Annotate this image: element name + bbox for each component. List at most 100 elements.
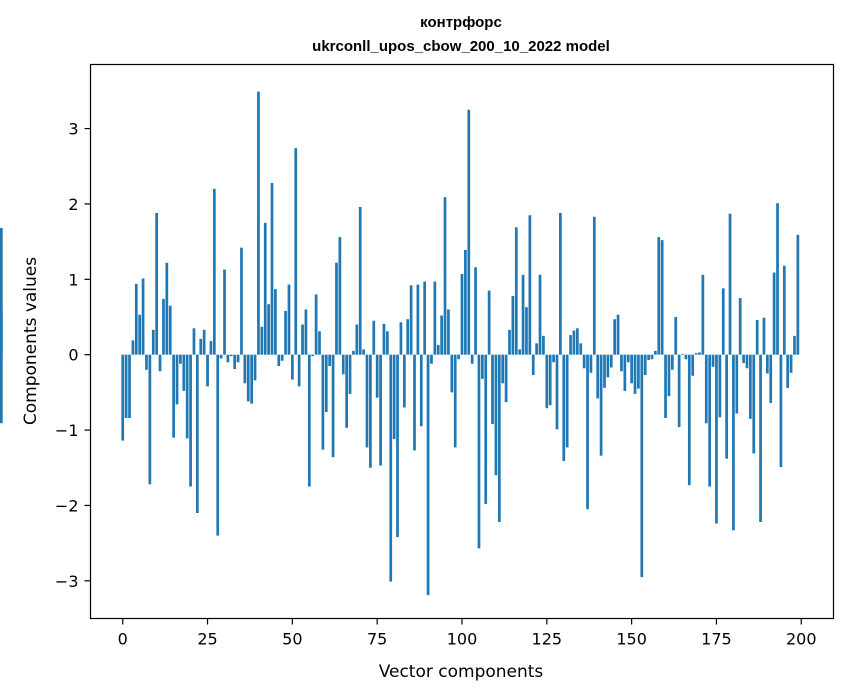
bar-58 (318, 331, 321, 355)
bar-14 (168, 305, 172, 355)
bar-82 (399, 322, 403, 355)
bar-60 (324, 354, 328, 412)
x-tick-label: 100 (447, 630, 478, 649)
bar-19 (185, 354, 189, 439)
bar-192 (772, 272, 776, 355)
bar-2 (128, 354, 131, 418)
bar-154 (643, 354, 647, 376)
bar-137 (586, 354, 589, 510)
bar-81 (396, 354, 399, 538)
bar-64 (338, 237, 342, 355)
bar-68 (352, 350, 355, 355)
bar-22 (196, 354, 199, 513)
bar-199 (796, 234, 800, 355)
bar-15 (172, 354, 175, 438)
bar-27 (212, 188, 216, 355)
bar-131 (565, 354, 569, 448)
x-tick-label: 25 (197, 630, 217, 649)
y-axis-ticks: −3 −2 −1 0 1 2 3 (55, 120, 91, 591)
y-axis-label: Components values (21, 257, 41, 425)
bar-144 (609, 354, 613, 368)
bar-69 (355, 324, 359, 355)
bar-38 (250, 354, 254, 404)
bar-121 (531, 354, 535, 376)
bar-146 (616, 314, 620, 355)
bar-20 (189, 354, 192, 487)
bar-107 (484, 354, 488, 504)
bar-51 (294, 148, 298, 355)
bar-35 (240, 247, 243, 355)
bar-166 (684, 354, 688, 360)
bar-21 (192, 328, 196, 355)
bar-23 (199, 338, 203, 355)
bar-109 (491, 354, 494, 425)
bar-1 (124, 354, 128, 418)
y-tick-label: −1 (55, 421, 79, 440)
bar-33 (233, 354, 237, 370)
bar-108 (487, 290, 491, 355)
bar-141 (599, 354, 603, 456)
bar-25 (206, 354, 209, 387)
bar-185 (749, 354, 752, 419)
bar-47 (280, 354, 284, 361)
bar-103 (470, 354, 474, 364)
bar-3 (131, 340, 135, 355)
bar-156 (650, 354, 654, 360)
bar-37 (246, 354, 250, 402)
bar-50 (291, 354, 294, 380)
bar-45 (274, 289, 277, 355)
bar-11 (158, 354, 162, 372)
bar-series (0, 91, 800, 596)
bar-123 (538, 274, 542, 355)
bar-73 (369, 354, 372, 468)
y-tick-label: 2 (68, 195, 78, 214)
bar-162 (670, 354, 674, 370)
bar-18 (182, 354, 186, 391)
bar-75 (375, 354, 379, 398)
bar-187 (755, 320, 759, 355)
bar-134 (575, 328, 579, 355)
bar-89 (423, 281, 427, 355)
bar-6 (141, 278, 145, 355)
bar-174 (711, 354, 715, 367)
bar-102 (467, 109, 471, 355)
bar-159 (660, 240, 664, 355)
bar-147 (620, 354, 623, 372)
bar-78 (386, 331, 389, 355)
bar-99 (457, 354, 460, 360)
bar-175 (715, 354, 718, 524)
bar-13 (165, 262, 169, 355)
bar-100 (460, 274, 464, 355)
bar-31 (226, 354, 230, 363)
bar-7 (145, 354, 148, 370)
bar-135 (579, 343, 583, 355)
bar-127 (552, 354, 555, 363)
bar-170 (698, 352, 701, 355)
bar-106 (481, 354, 484, 379)
bar-74 (372, 320, 376, 355)
bar-172 (704, 354, 708, 424)
bar-57 (314, 294, 318, 355)
bar-126 (548, 354, 552, 406)
bar-26 (209, 341, 213, 355)
bar-115 (511, 295, 515, 355)
bar-42 (263, 222, 267, 355)
bar-195 (782, 265, 786, 355)
bar-189 (762, 317, 766, 355)
plot-area-frame (89, 63, 835, 620)
bar-12 (162, 298, 165, 355)
bar-10 (155, 212, 159, 355)
bar-8 (148, 354, 152, 485)
bar-186 (752, 354, 756, 454)
bar-71 (362, 349, 365, 355)
bar-130 (562, 354, 566, 461)
bar-139 (592, 216, 596, 355)
bar-101 (464, 249, 467, 355)
bar-16 (175, 354, 179, 405)
bar-84 (406, 319, 410, 355)
bar-98 (453, 354, 457, 448)
bar-93 (436, 344, 440, 355)
bar-145 (613, 319, 617, 355)
bar-167 (687, 354, 691, 486)
